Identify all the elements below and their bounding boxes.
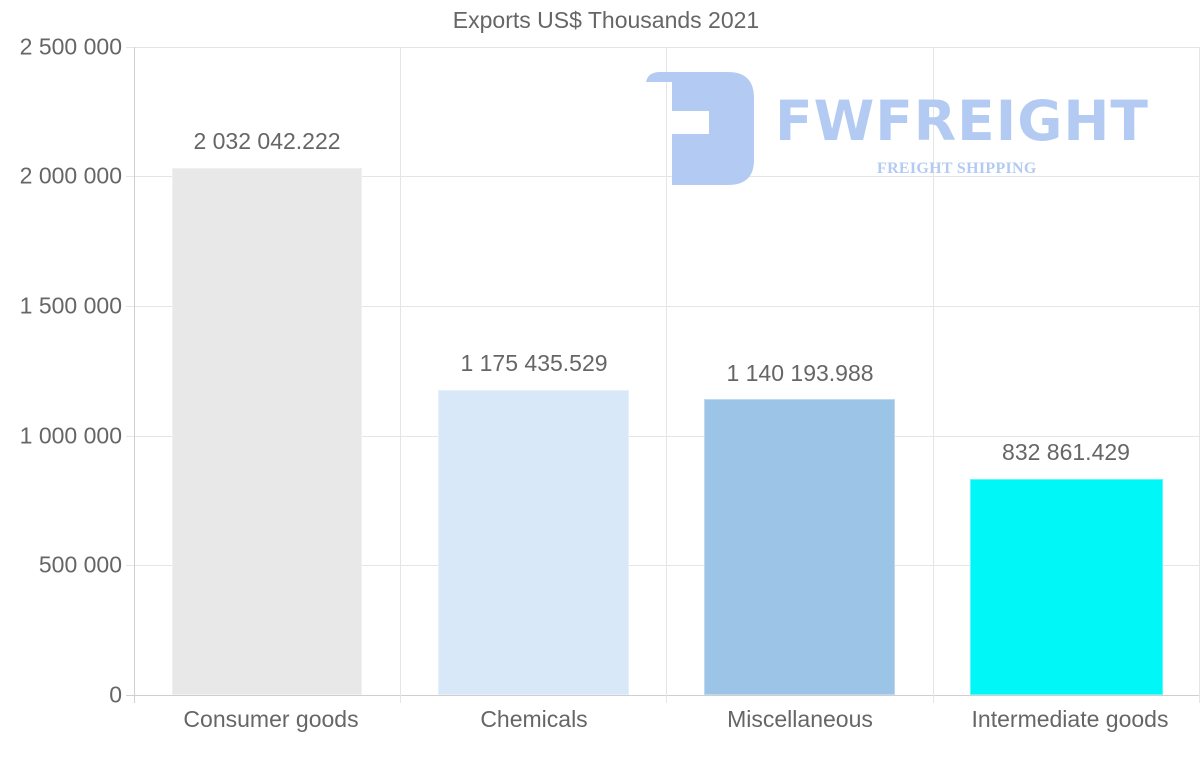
y-tick-label: 1 000 000	[19, 422, 122, 449]
chart-title: Exports US$ Thousands 2021	[452, 7, 760, 33]
bar-consumer-goods[interactable]	[172, 168, 362, 695]
vgridline-3	[933, 47, 934, 703]
fwfreight-logo-icon	[646, 72, 754, 185]
y-tick-label: 2 500 000	[19, 33, 122, 60]
x-axis-line	[126, 695, 1200, 696]
gridline-1500000	[126, 306, 1200, 307]
bar-value-label: 1 140 193.988	[726, 360, 874, 386]
watermark-brand: FWFREIGHT	[775, 89, 1149, 153]
x-category-label: Intermediate goods	[971, 706, 1169, 732]
y-axis-line	[134, 47, 135, 703]
y-tick-label: 0	[109, 681, 122, 708]
fwfreight-watermark: FWFREIGHT FREIGHT SHIPPING	[646, 72, 1166, 187]
vgridline-1	[400, 47, 401, 703]
y-tick-label: 500 000	[38, 551, 122, 578]
gridline-2500000	[126, 47, 1200, 48]
x-category-label: Miscellaneous	[727, 706, 873, 732]
gridline-1000000	[126, 436, 1200, 437]
bar-chemicals[interactable]	[438, 390, 629, 695]
x-category-label: Consumer goods	[183, 706, 359, 732]
bar-value-label: 2 032 042.222	[193, 128, 341, 154]
y-tick-label: 2 000 000	[19, 162, 122, 189]
bar-value-label: 832 861.429	[1002, 439, 1130, 465]
gridline-500000	[126, 565, 1200, 566]
bar-value-label: 1 175 435.529	[460, 350, 608, 376]
x-category-label: Chemicals	[480, 706, 588, 732]
bar-miscellaneous[interactable]	[704, 399, 895, 695]
vgridline-2	[666, 47, 667, 703]
y-tick-label: 1 500 000	[19, 292, 122, 319]
bar-intermediate-goods[interactable]	[970, 479, 1163, 695]
